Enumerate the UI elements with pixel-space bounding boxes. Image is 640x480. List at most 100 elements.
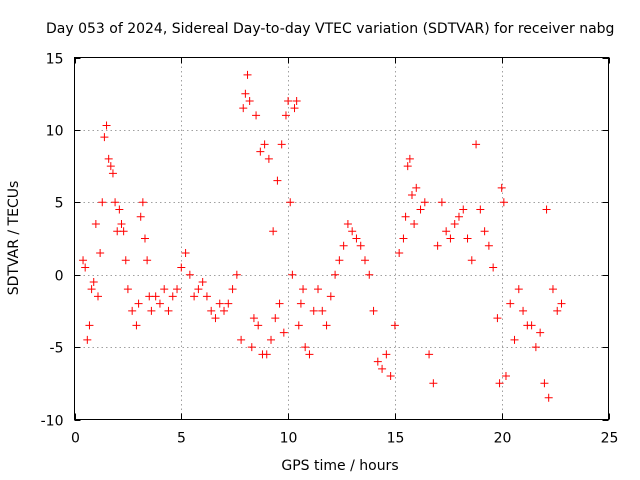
data-point — [352, 234, 361, 243]
data-point — [459, 205, 468, 214]
y-tick-label: 15 — [46, 52, 64, 68]
data-point — [365, 270, 374, 279]
data-point — [106, 162, 115, 171]
data-point — [134, 299, 143, 308]
data-point — [454, 212, 463, 221]
data-point — [121, 256, 130, 265]
data-point — [181, 248, 190, 257]
data-point — [164, 306, 173, 315]
data-point — [290, 104, 299, 113]
data-point — [386, 372, 395, 381]
data-point — [254, 321, 263, 330]
data-point — [284, 96, 293, 105]
data-point — [536, 328, 545, 337]
data-point — [292, 96, 301, 105]
data-point — [228, 285, 237, 294]
data-point — [548, 285, 557, 294]
data-point — [155, 299, 164, 308]
data-point — [286, 198, 295, 207]
data-point — [190, 292, 199, 301]
data-point — [98, 198, 107, 207]
data-point — [495, 379, 504, 388]
data-point — [420, 198, 429, 207]
data-point — [247, 343, 256, 352]
grid — [74, 57, 609, 420]
data-point — [527, 321, 536, 330]
y-tick-label: 10 — [46, 124, 64, 140]
chart-title: Day 053 of 2024, Sidereal Day-to-day VTE… — [46, 21, 614, 37]
data-point — [425, 350, 434, 359]
data-point — [102, 121, 111, 130]
data-point — [356, 241, 365, 250]
data-point — [239, 104, 248, 113]
data-point — [117, 220, 126, 229]
data-point — [85, 321, 94, 330]
data-point — [407, 191, 416, 200]
data-point — [412, 183, 421, 192]
data-point — [140, 234, 149, 243]
data-point — [339, 241, 348, 250]
data-point — [318, 306, 327, 315]
data-point — [540, 379, 549, 388]
data-point — [111, 198, 120, 207]
data-point — [123, 285, 132, 294]
data-point — [314, 285, 323, 294]
data-point — [373, 357, 382, 366]
x-axis-label: GPS time / hours — [281, 458, 398, 474]
data-point — [202, 292, 211, 301]
data-point — [241, 89, 250, 98]
data-point — [305, 350, 314, 359]
x-tick-label: 0 — [71, 431, 80, 447]
data-point — [322, 321, 331, 330]
data-point — [136, 212, 145, 221]
data-point — [177, 263, 186, 272]
data-point — [89, 277, 98, 286]
data-point — [343, 220, 352, 229]
x-tick-label: 20 — [494, 431, 512, 447]
plot-frame — [74, 57, 609, 420]
y-tick-label: -5 — [50, 341, 64, 357]
data-point — [390, 321, 399, 330]
y-tick-labels: -10 -5 0 5 10 15 — [41, 52, 64, 430]
data-point — [484, 241, 493, 250]
data-point — [476, 205, 485, 214]
data-points — [79, 70, 566, 402]
data-point — [128, 306, 137, 315]
data-point — [262, 350, 271, 359]
data-point — [194, 285, 203, 294]
data-point — [472, 140, 481, 149]
data-point — [96, 248, 105, 257]
data-point — [501, 372, 510, 381]
data-point — [237, 335, 246, 344]
data-point — [433, 241, 442, 250]
data-point — [256, 147, 265, 156]
data-point — [275, 299, 284, 308]
data-point — [542, 205, 551, 214]
data-point — [506, 299, 515, 308]
data-point — [553, 306, 562, 315]
y-tick-label: 5 — [55, 196, 64, 212]
data-point — [91, 220, 100, 229]
x-tick-label: 15 — [387, 431, 405, 447]
data-point — [224, 299, 233, 308]
data-point — [514, 285, 523, 294]
x-tick-label: 10 — [280, 431, 298, 447]
data-point — [331, 270, 340, 279]
data-point — [442, 227, 451, 236]
data-point — [108, 169, 117, 178]
data-point — [232, 270, 241, 279]
y-axis-label: SDTVAR / TECUs — [6, 181, 22, 296]
data-point — [249, 314, 258, 323]
data-point — [264, 154, 273, 163]
axis-ticks — [74, 57, 610, 421]
data-point — [138, 198, 147, 207]
data-point — [497, 183, 506, 192]
data-point — [281, 111, 290, 120]
data-point — [207, 306, 216, 315]
data-point — [288, 270, 297, 279]
data-point — [395, 248, 404, 257]
data-point — [399, 234, 408, 243]
data-point — [294, 321, 303, 330]
data-point — [299, 285, 308, 294]
data-point — [403, 162, 412, 171]
